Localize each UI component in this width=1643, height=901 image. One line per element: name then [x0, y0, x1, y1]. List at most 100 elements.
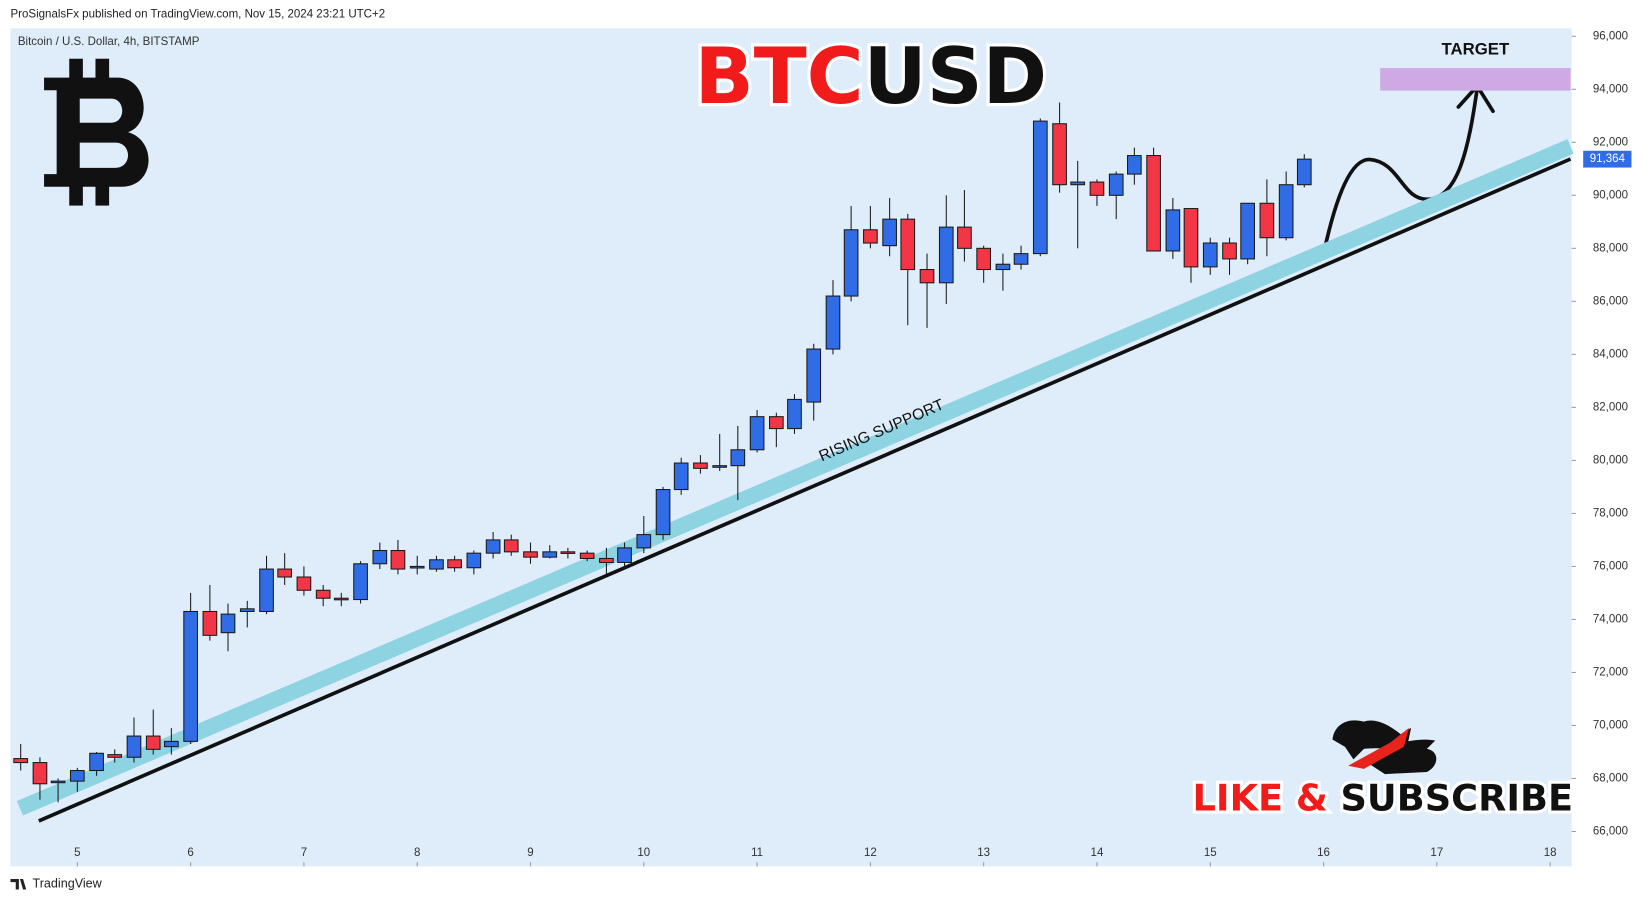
- x-tick-label: 15: [1204, 847, 1217, 859]
- candle-body: [825, 295, 841, 350]
- candle-body: [712, 465, 728, 468]
- candle-body: [995, 263, 1011, 271]
- tradingview-logo: [10, 878, 27, 890]
- candle-body: [1146, 155, 1161, 252]
- candle-body: [164, 740, 179, 748]
- candle-body: [749, 416, 765, 451]
- x-tick-label: 9: [527, 847, 533, 859]
- candle-body: [560, 551, 576, 554]
- x-tick-label: 7: [301, 847, 307, 859]
- target-label: TARGET: [1442, 40, 1510, 59]
- candle-body: [409, 565, 425, 569]
- candle-body: [1070, 181, 1086, 186]
- candle-body: [145, 735, 161, 750]
- candle-body: [542, 551, 558, 558]
- candle-body: [107, 754, 123, 758]
- candle-body: [1259, 202, 1275, 239]
- header: ProSignalsFx published on TradingView.co…: [10, 9, 385, 21]
- cta-part: SUBSCRIBE: [1340, 776, 1573, 819]
- candle-body: [1296, 158, 1312, 186]
- candle-body: [1127, 155, 1142, 175]
- candle-body: [900, 218, 916, 271]
- y-tick-label: 92,000: [1593, 136, 1628, 148]
- symbol: Bitcoin / U.S. Dollar, 4h, BITSTAMP: [18, 36, 200, 48]
- x-tick-label: 14: [1091, 847, 1104, 859]
- x-tick-label: 10: [637, 847, 650, 859]
- candle-body: [579, 552, 595, 559]
- bull-bear-logo: [1332, 720, 1437, 775]
- footer: TradingView: [33, 877, 103, 891]
- x-tick-label: 5: [74, 847, 80, 859]
- support-band: [16, 139, 1574, 816]
- candle-body: [843, 229, 859, 297]
- candle-body: [429, 559, 444, 570]
- candle-body: [1032, 120, 1048, 255]
- x-tick-label: 16: [1317, 847, 1330, 859]
- candle-body: [447, 559, 462, 569]
- title-part: BTC: [695, 32, 864, 122]
- last-price-label: 91,364: [1590, 153, 1626, 165]
- candle-body: [1222, 242, 1237, 260]
- candle-body: [523, 551, 538, 558]
- y-tick-label: 90,000: [1593, 189, 1628, 201]
- candle-body: [919, 269, 935, 284]
- x-tick-label: 11: [751, 847, 763, 859]
- candle-body: [693, 462, 708, 469]
- candle-body: [938, 226, 954, 284]
- candle-body: [259, 568, 274, 613]
- y-tick-label: 84,000: [1593, 348, 1628, 360]
- candle-body: [32, 762, 48, 785]
- candle-body: [485, 539, 501, 554]
- y-tick-label: 68,000: [1593, 773, 1628, 785]
- target-zone: [1380, 68, 1571, 91]
- candle-body: [315, 589, 331, 599]
- y-tick-label: 96,000: [1593, 30, 1628, 42]
- candle-body: [69, 769, 85, 782]
- candle-body: [1108, 173, 1124, 196]
- candle-body: [13, 758, 29, 764]
- x-tick-label: 8: [414, 847, 420, 859]
- candle-body: [1202, 242, 1218, 268]
- candle-body: [239, 608, 255, 613]
- cta-part: LIKE &: [1193, 776, 1328, 819]
- x-tick-label: 12: [864, 847, 877, 859]
- candle-body: [50, 780, 66, 784]
- candle-body: [1278, 184, 1294, 239]
- candle-body: [1165, 209, 1181, 252]
- candle-body: [183, 610, 198, 742]
- candle-body: [882, 218, 897, 247]
- y-tick-label: 80,000: [1593, 454, 1628, 466]
- candle-body: [466, 552, 482, 569]
- y-tick-label: 88,000: [1593, 242, 1628, 254]
- like-subscribe: LIKE & SUBSCRIBE: [1193, 776, 1574, 819]
- candle-body: [390, 549, 406, 570]
- candle-body: [769, 416, 784, 430]
- candle-body: [617, 547, 632, 563]
- chart-title: BTCUSD: [695, 32, 1047, 122]
- candle-body: [730, 449, 746, 467]
- x-tick-label: 18: [1544, 847, 1557, 859]
- candle-body: [636, 534, 652, 549]
- y-tick-label: 72,000: [1593, 666, 1628, 678]
- y-tick-label: 74,000: [1593, 613, 1628, 625]
- candle-body: [1183, 208, 1199, 268]
- candle-body: [126, 735, 142, 758]
- candle-body: [957, 226, 972, 249]
- candle-body: [1240, 202, 1255, 260]
- candle-body: [787, 398, 802, 430]
- support-line: [38, 157, 1572, 823]
- y-tick-label: 86,000: [1593, 295, 1628, 307]
- candle-body: [673, 462, 689, 491]
- candle-body: [296, 576, 312, 591]
- candle-body: [220, 613, 236, 634]
- candle-body: [1052, 123, 1067, 186]
- y-tick-label: 94,000: [1593, 83, 1628, 95]
- y-tick-label: 66,000: [1593, 826, 1628, 838]
- candle-body: [1089, 181, 1105, 196]
- y-tick-label: 82,000: [1593, 401, 1628, 413]
- candle-body: [976, 247, 992, 271]
- candle-body: [655, 489, 671, 536]
- last-price-tag: [1583, 150, 1632, 168]
